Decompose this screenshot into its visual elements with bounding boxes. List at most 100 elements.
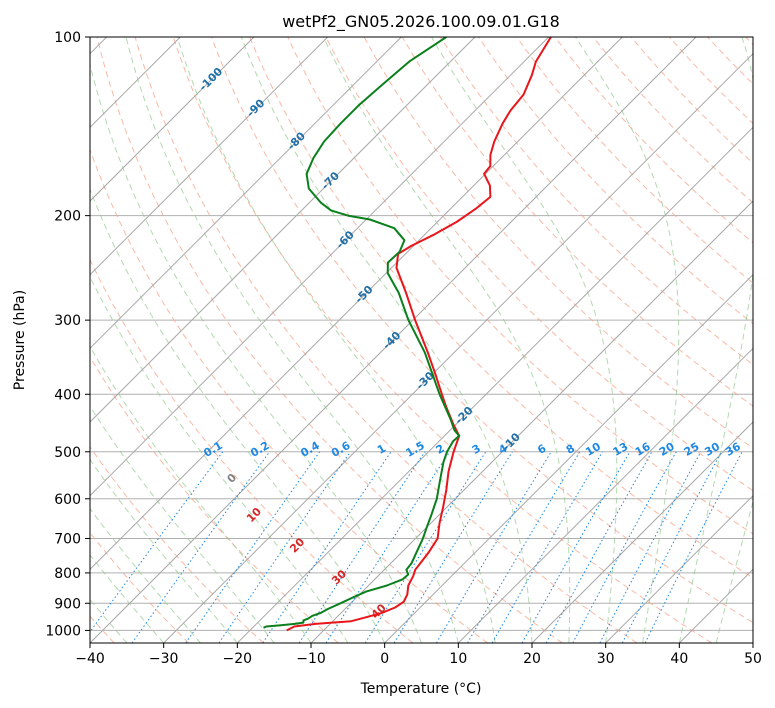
isotherm-line [90, 37, 476, 423]
moist-adiabat-line [90, 62, 422, 643]
mixing-ratio-line [218, 451, 351, 643]
moist-adiabats [90, 37, 753, 643]
moist-adiabat-label: 10 [244, 505, 264, 525]
isotherm-line [310, 200, 753, 643]
dry-adiabat-line [90, 531, 190, 643]
mixing-ratio-label: 13 [611, 440, 631, 459]
mixing-ratio-label: 0.2 [248, 439, 271, 460]
isotherm-line [457, 347, 753, 643]
chart-title: wetPf2_GN05.2026.100.09.01.G18 [282, 12, 560, 32]
dewpoint-profile-line [263, 37, 461, 629]
y-tick-label: 600 [54, 492, 81, 508]
y-tick-label: 200 [54, 209, 81, 225]
dry-adiabat-line [745, 37, 753, 46]
moist-adiabat-line [90, 275, 349, 643]
y-tick-label: 1000 [45, 623, 81, 639]
x-tick-label: 50 [744, 651, 762, 667]
x-tick-label: −40 [75, 651, 105, 667]
x-tick-label: −10 [296, 651, 326, 667]
dry-adiabat-line [592, 37, 753, 204]
isotherm-line [90, 37, 402, 350]
dry-adiabat-line [211, 37, 753, 624]
mixing-ratio-line [262, 451, 392, 643]
moist-adiabat-line [90, 405, 275, 643]
x-tick-label: −30 [149, 651, 179, 667]
temperature-profile-line [286, 37, 552, 632]
moist-adiabat-line [90, 188, 386, 643]
moist-adiabat-line [678, 37, 753, 643]
dry-adiabat-line [669, 37, 753, 125]
mixing-ratio-label: 25 [682, 440, 702, 459]
y-tick-label: 700 [54, 532, 81, 548]
dry-adiabat-line [90, 355, 339, 643]
dry-adiabat-line [90, 445, 264, 643]
y-tick-label: 100 [54, 30, 81, 46]
moist-adiabat-line [323, 37, 571, 643]
mixing-ratio-line [185, 451, 321, 643]
dry-adiabat-line [325, 37, 753, 492]
mixing-ratio-line [521, 451, 631, 643]
mixing-ratio-line [435, 451, 552, 643]
moist-adiabat-line [90, 598, 128, 643]
x-tick-label: −20 [223, 651, 253, 667]
y-axis-label: Pressure (hPa) [12, 290, 28, 390]
plot-frame [89, 36, 754, 644]
moist-adiabat-line [90, 458, 238, 643]
moist-adiabat-line [240, 37, 533, 643]
moist-adiabat-line [90, 345, 312, 643]
moist-adiabat-line [125, 37, 459, 643]
y-tick-label: 500 [54, 445, 81, 461]
mixing-ratio-label: 1 [375, 442, 388, 457]
x-tick-label: 20 [523, 651, 541, 667]
isotherm-line [90, 37, 697, 643]
dry-adiabats [90, 37, 753, 643]
dry-adiabat-line [90, 258, 414, 643]
isotherm-line [236, 126, 753, 643]
x-tick-label: 10 [449, 651, 467, 667]
mixing-ratio-line [131, 451, 271, 643]
dry-adiabat-line [707, 37, 753, 85]
mixing-ratio-label: 2 [434, 442, 447, 457]
x-axis: −40 −30 −20 −10 0 10 20 30 40 50 [75, 643, 762, 667]
mixing-ratio-label: 6 [535, 442, 548, 457]
isotherm-line [90, 37, 550, 497]
dry-adiabat-line [172, 37, 712, 643]
isotherm-line [384, 273, 753, 643]
mixing-ratio-label: 8 [564, 442, 577, 457]
dry-adiabat-line [439, 37, 753, 366]
isotherm-label: -50 [352, 283, 375, 306]
isotherm-label: -80 [285, 129, 308, 152]
y-tick-label: 400 [54, 387, 81, 403]
mixing-ratio-line [467, 451, 581, 643]
y-tick-label: 900 [54, 596, 81, 612]
mixing-ratio-line [599, 451, 702, 643]
y-tick-label: 300 [54, 313, 81, 329]
isotherm-line [90, 37, 623, 571]
y-axis: 100 200 300 400 500 600 700 800 900 1000 [45, 30, 90, 639]
isotherm-line [90, 37, 255, 202]
dry-adiabat-line [249, 37, 753, 579]
dry-adiabat-line [478, 37, 753, 325]
mixing-ratio-line [644, 451, 743, 643]
moist-adiabat-line [90, 507, 201, 643]
isotherm-line [678, 568, 753, 643]
isotherm-line [531, 421, 753, 643]
sounding-profiles [263, 37, 552, 632]
dry-adiabat-line [516, 37, 753, 284]
x-axis-label: Temperature (°C) [360, 681, 482, 697]
mixing-ratio-line [90, 451, 224, 633]
mixing-ratio-line [572, 451, 677, 643]
dry-adiabat-line [554, 37, 753, 244]
moist-adiabat-line [431, 37, 618, 643]
dry-adiabat-line [96, 37, 563, 643]
moist-adiabat-label: 30 [329, 567, 349, 587]
y-tick-label: 800 [54, 566, 81, 582]
mixing-ratio-label: 0.4 [298, 439, 322, 460]
mixing-ratio-line [298, 451, 426, 643]
x-tick-label: 30 [597, 651, 615, 667]
mixing-ratio-lines [90, 451, 743, 643]
x-tick-label: 40 [670, 651, 688, 667]
moist-adiabat-line [715, 499, 753, 643]
plot-area: 0.1 0.2 0.4 0.6 1 1.5 2 3 4 6 8 10 13 16 20 25 30 36-100-… [90, 37, 753, 643]
